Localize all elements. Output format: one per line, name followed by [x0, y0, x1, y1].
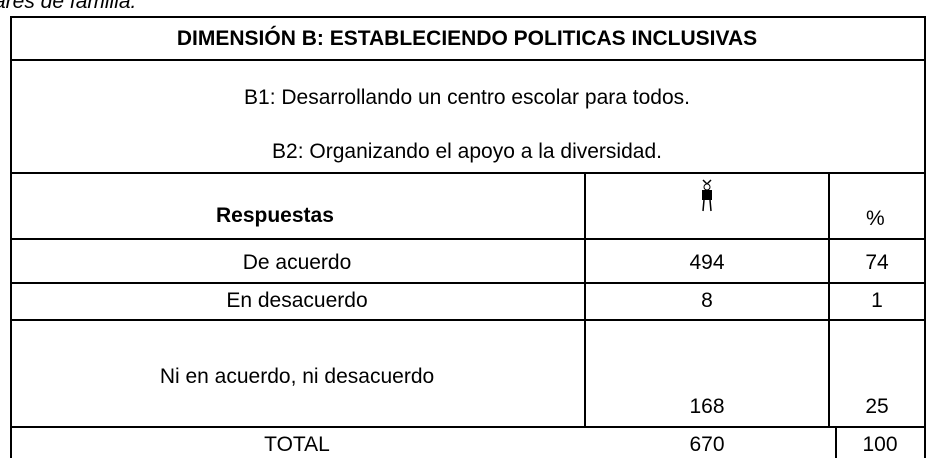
border: [10, 172, 926, 174]
border: [10, 16, 926, 18]
subtitle: B1: Desarrollando un centro escolar para…: [244, 86, 690, 109]
header-cell: Respuestas: [216, 204, 334, 227]
person-icon: [702, 179, 712, 212]
border: [10, 59, 926, 61]
border: [835, 426, 837, 458]
caption: ares de familia.: [0, 0, 137, 13]
cell: 8: [701, 289, 713, 312]
cell: De acuerdo: [242, 251, 352, 274]
cell: 1: [871, 289, 883, 312]
border: [828, 172, 830, 427]
border: [584, 172, 586, 427]
cell: 100: [862, 433, 898, 456]
border: [924, 16, 926, 458]
cell: TOTAL: [264, 433, 330, 456]
border: [10, 319, 926, 321]
cell: 494: [689, 251, 725, 274]
cell: Ni en acuerdo, ni desacuerdo: [159, 365, 435, 388]
border: [10, 426, 926, 428]
subtitle: B2: Organizando el apoyo a la diversidad…: [272, 140, 662, 163]
header-cell: %: [866, 207, 885, 230]
border: [10, 16, 12, 458]
cell: 25: [865, 395, 889, 418]
cell: 74: [865, 251, 889, 274]
cell: En desacuerdo: [226, 289, 368, 312]
cell: 168: [689, 395, 725, 418]
border: [10, 282, 926, 284]
cell: 670: [689, 433, 725, 456]
border: [10, 238, 926, 240]
table-title: DIMENSIÓN B: ESTABLECIENDO POLITICAS INC…: [176, 27, 758, 50]
